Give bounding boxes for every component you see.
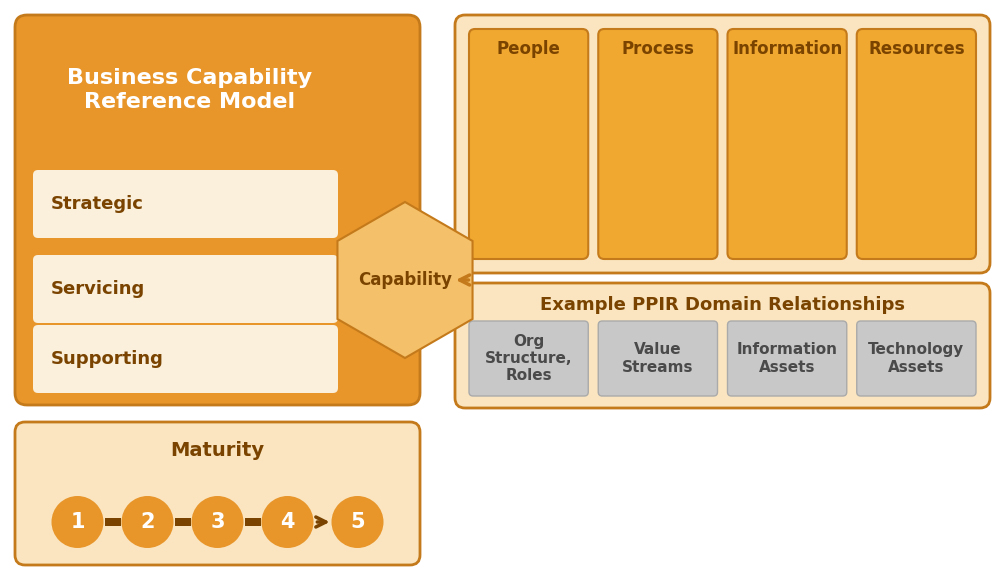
Text: People: People <box>497 40 560 58</box>
Circle shape <box>192 496 244 548</box>
FancyBboxPatch shape <box>469 29 589 259</box>
FancyBboxPatch shape <box>455 15 990 273</box>
Bar <box>174 518 191 526</box>
Text: Example PPIR Domain Relationships: Example PPIR Domain Relationships <box>540 296 905 314</box>
Text: Capability: Capability <box>358 271 452 289</box>
FancyBboxPatch shape <box>33 255 338 323</box>
Text: 2: 2 <box>140 512 155 532</box>
Text: 1: 1 <box>71 512 85 532</box>
FancyBboxPatch shape <box>599 321 718 396</box>
Circle shape <box>51 496 104 548</box>
Text: Supporting: Supporting <box>51 350 164 368</box>
FancyBboxPatch shape <box>15 422 420 565</box>
FancyBboxPatch shape <box>857 321 976 396</box>
Text: 5: 5 <box>350 512 365 532</box>
Text: Information
Assets: Information Assets <box>737 342 838 375</box>
FancyBboxPatch shape <box>33 170 338 238</box>
Polygon shape <box>338 202 473 358</box>
Text: Maturity: Maturity <box>170 440 264 460</box>
FancyBboxPatch shape <box>728 29 847 259</box>
FancyBboxPatch shape <box>33 325 338 393</box>
FancyBboxPatch shape <box>469 321 589 396</box>
FancyBboxPatch shape <box>599 29 718 259</box>
FancyBboxPatch shape <box>728 321 847 396</box>
Text: Org
Structure,
Roles: Org Structure, Roles <box>485 333 573 383</box>
Text: Technology
Assets: Technology Assets <box>868 342 965 375</box>
Circle shape <box>122 496 173 548</box>
Text: Process: Process <box>622 40 695 58</box>
Text: Information: Information <box>732 40 843 58</box>
Text: 3: 3 <box>211 512 225 532</box>
Text: Business Capability
Reference Model: Business Capability Reference Model <box>67 67 311 112</box>
FancyBboxPatch shape <box>455 283 990 408</box>
Text: Value
Streams: Value Streams <box>622 342 694 375</box>
FancyBboxPatch shape <box>857 29 976 259</box>
Text: Strategic: Strategic <box>51 195 144 213</box>
FancyBboxPatch shape <box>15 15 420 405</box>
Circle shape <box>332 496 383 548</box>
Text: Resources: Resources <box>868 40 965 58</box>
Text: 4: 4 <box>280 512 294 532</box>
Circle shape <box>261 496 313 548</box>
Bar <box>105 518 121 526</box>
Text: Servicing: Servicing <box>51 280 145 298</box>
Bar <box>245 518 260 526</box>
